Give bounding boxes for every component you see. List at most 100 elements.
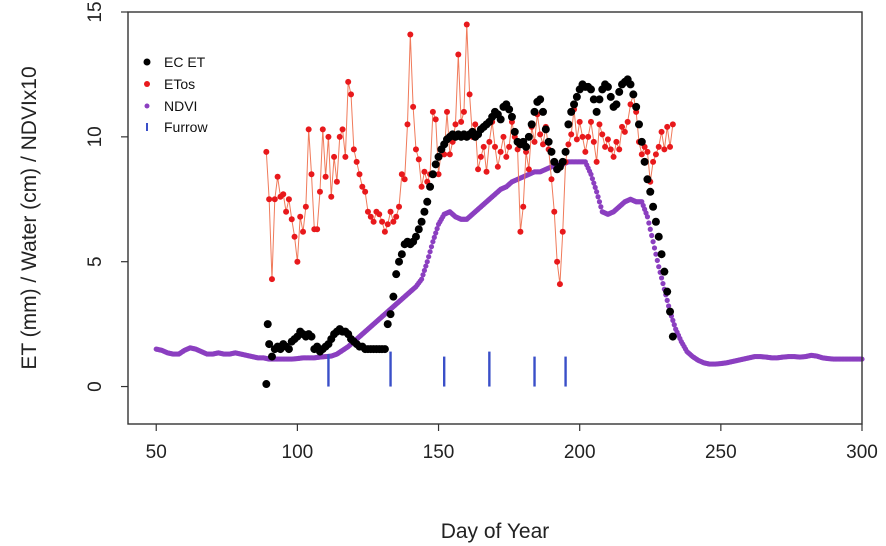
etos-point bbox=[387, 208, 394, 215]
etos-point bbox=[607, 146, 614, 153]
ndvi-point bbox=[423, 263, 429, 269]
etos-point bbox=[658, 128, 665, 135]
etos-point bbox=[316, 188, 323, 195]
etos-point bbox=[418, 183, 425, 190]
etos-point bbox=[664, 123, 671, 130]
ec-et-point bbox=[380, 345, 389, 354]
etos-point bbox=[667, 143, 674, 150]
etos-point bbox=[280, 191, 287, 198]
etos-point bbox=[283, 208, 290, 215]
ec-et-point bbox=[265, 340, 274, 349]
ec-et-point bbox=[541, 125, 550, 134]
ndvi-point bbox=[431, 234, 437, 240]
ndvi-point bbox=[653, 251, 659, 257]
etos-point bbox=[604, 136, 611, 143]
etos-point bbox=[362, 188, 369, 195]
etos-point bbox=[475, 166, 482, 173]
etos-point bbox=[331, 153, 338, 160]
etos-point bbox=[268, 276, 275, 283]
etos-point bbox=[551, 208, 558, 215]
etos-point bbox=[590, 138, 597, 145]
etos-point bbox=[266, 196, 273, 203]
ndvi-point bbox=[433, 230, 439, 236]
etos-point bbox=[274, 173, 281, 180]
ec-et-point bbox=[505, 105, 514, 114]
etos-point bbox=[345, 78, 352, 85]
legend-marker-ec-et bbox=[143, 58, 151, 66]
etos-point bbox=[452, 121, 459, 128]
etos-point bbox=[466, 91, 473, 98]
ndvi-point bbox=[594, 189, 600, 195]
etos-point bbox=[537, 131, 544, 138]
etos-point bbox=[263, 148, 270, 155]
ndvi-point bbox=[644, 214, 651, 220]
x-tick-label: 200 bbox=[564, 442, 596, 463]
ec-et-point bbox=[414, 225, 423, 234]
ec-et-point bbox=[612, 100, 621, 109]
legend-label-furrow: Furrow bbox=[164, 119, 208, 135]
etos-point bbox=[585, 133, 592, 140]
ec-et-point bbox=[267, 352, 276, 361]
y-tick-label: 0 bbox=[85, 381, 106, 392]
etos-point bbox=[314, 226, 321, 233]
ec-et-point bbox=[395, 257, 404, 266]
y-tick-label: 10 bbox=[85, 126, 106, 147]
ec-et-point bbox=[668, 332, 677, 341]
ec-et-point bbox=[527, 120, 536, 129]
ec-et-point bbox=[389, 292, 398, 301]
ec-et-point bbox=[392, 270, 401, 279]
ndvi-point bbox=[658, 275, 665, 281]
etos-point bbox=[339, 126, 346, 133]
ec-et-point bbox=[561, 147, 570, 156]
ec-et-point bbox=[637, 137, 646, 146]
ec-et-point bbox=[634, 120, 643, 129]
etos-point bbox=[669, 121, 676, 128]
ec-et-point bbox=[530, 107, 539, 116]
ndvi-point bbox=[427, 249, 433, 255]
etos-point bbox=[596, 121, 603, 128]
etos-point bbox=[652, 151, 659, 158]
etos-point bbox=[486, 138, 493, 145]
legend-marker-ndvi bbox=[144, 103, 150, 109]
etos-point bbox=[539, 141, 546, 148]
etos-point bbox=[621, 128, 628, 135]
ndvi-series bbox=[153, 159, 865, 367]
etos-point bbox=[624, 118, 631, 125]
ndvi-point bbox=[646, 220, 652, 226]
etos-point bbox=[444, 108, 451, 115]
ec-et-point bbox=[654, 232, 663, 241]
ec-et-point bbox=[657, 250, 666, 259]
etos-point bbox=[384, 221, 391, 228]
ec-et-point bbox=[649, 202, 658, 211]
etos-point bbox=[506, 143, 513, 150]
ec-et-point bbox=[592, 107, 601, 116]
ec-et-point bbox=[646, 187, 655, 196]
etos-point bbox=[613, 138, 620, 145]
ndvi-point bbox=[434, 226, 440, 232]
etos-point bbox=[644, 148, 651, 155]
etos-point bbox=[297, 213, 304, 220]
ndvi-point bbox=[428, 244, 435, 250]
etos-point bbox=[463, 21, 470, 28]
ec-et-point bbox=[603, 82, 612, 91]
ec-et-point bbox=[606, 92, 615, 101]
etos-point bbox=[517, 228, 524, 235]
ec-et-point bbox=[572, 92, 581, 101]
etos-point bbox=[492, 143, 498, 150]
ndvi-point bbox=[419, 276, 425, 282]
etos-point bbox=[308, 171, 315, 178]
etos-point bbox=[294, 258, 301, 265]
etos-point bbox=[661, 146, 668, 153]
ec-et-point bbox=[263, 320, 272, 329]
ec-et-point bbox=[595, 95, 604, 104]
etos-point bbox=[390, 218, 397, 225]
etos-point bbox=[325, 133, 332, 140]
ec-et-point bbox=[284, 345, 293, 354]
etos-point bbox=[271, 196, 278, 203]
etos-line-path bbox=[265, 24, 674, 285]
etos-point bbox=[556, 281, 563, 288]
etos-series bbox=[263, 21, 676, 288]
etos-point bbox=[415, 156, 422, 163]
ndvi-point bbox=[430, 239, 436, 245]
ec-et-point bbox=[383, 320, 392, 329]
